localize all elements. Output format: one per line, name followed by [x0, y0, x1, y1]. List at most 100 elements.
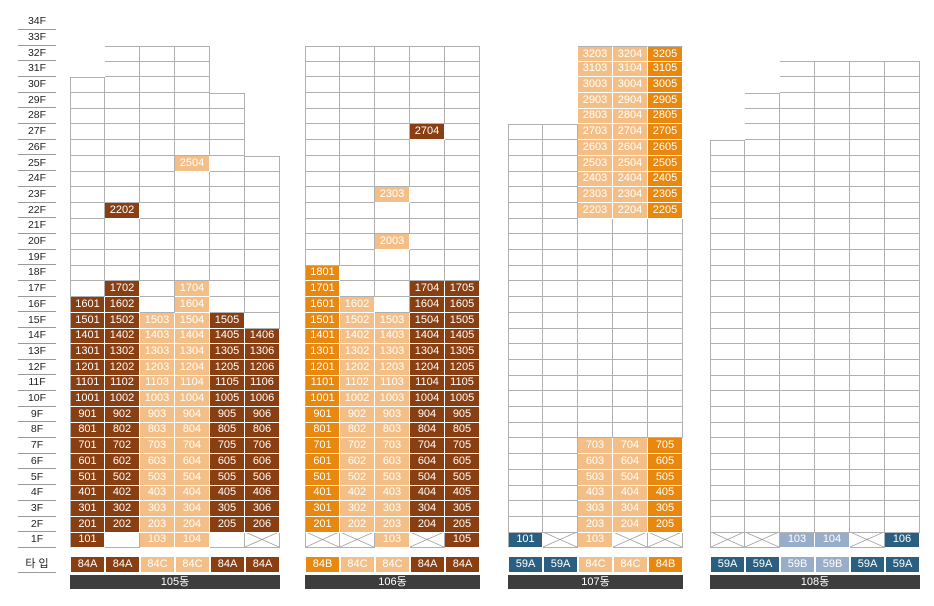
unit-cell[interactable]: 304 — [410, 500, 445, 517]
unit-cell[interactable]: 202 — [105, 516, 140, 533]
unit-cell[interactable]: 1305 — [445, 343, 480, 360]
unit-cell[interactable]: 801 — [70, 422, 105, 439]
unit-cell[interactable]: 1302 — [105, 343, 140, 360]
unit-cell[interactable]: 202 — [340, 516, 375, 533]
unit-cell[interactable]: 1101 — [305, 375, 340, 392]
unit-cell[interactable]: 2504 — [175, 155, 210, 172]
unit-cell[interactable]: 2303 — [578, 186, 613, 203]
unit-cell[interactable]: 301 — [305, 500, 340, 517]
unit-cell[interactable]: 1505 — [210, 312, 245, 329]
unit-cell[interactable]: 105 — [445, 532, 480, 549]
unit-cell[interactable]: 204 — [175, 516, 210, 533]
unit-cell[interactable]: 1401 — [70, 328, 105, 345]
unit-cell[interactable]: 303 — [578, 500, 613, 517]
unit-cell[interactable]: 2204 — [613, 202, 648, 219]
unit-cell[interactable]: 304 — [175, 500, 210, 517]
unit-cell[interactable]: 301 — [70, 500, 105, 517]
unit-cell[interactable]: 1305 — [210, 343, 245, 360]
unit-cell[interactable]: 903 — [140, 406, 175, 423]
unit-cell[interactable]: 704 — [410, 438, 445, 455]
unit-cell[interactable]: 405 — [648, 485, 683, 502]
unit-cell[interactable]: 1301 — [70, 343, 105, 360]
unit-cell[interactable]: 405 — [210, 485, 245, 502]
unit-cell[interactable]: 905 — [445, 406, 480, 423]
unit-cell[interactable]: 1302 — [340, 343, 375, 360]
unit-cell[interactable]: 2904 — [613, 92, 648, 109]
unit-cell[interactable]: 404 — [613, 485, 648, 502]
unit-cell[interactable]: 702 — [105, 438, 140, 455]
unit-cell[interactable]: 901 — [305, 406, 340, 423]
unit-cell[interactable]: 1701 — [305, 281, 340, 298]
unit-cell[interactable]: 1705 — [445, 281, 480, 298]
unit-cell[interactable]: 2504 — [613, 155, 648, 172]
unit-cell[interactable]: 1202 — [340, 359, 375, 376]
unit-cell[interactable]: 2603 — [578, 139, 613, 156]
unit-cell[interactable]: 404 — [175, 485, 210, 502]
unit-cell[interactable]: 1304 — [410, 343, 445, 360]
unit-cell[interactable]: 205 — [648, 516, 683, 533]
unit-cell[interactable]: 1004 — [175, 391, 210, 407]
unit-cell[interactable]: 906 — [245, 406, 280, 423]
unit-cell[interactable]: 703 — [140, 438, 175, 455]
unit-cell[interactable]: 2704 — [613, 124, 648, 141]
unit-cell[interactable]: 306 — [245, 500, 280, 517]
unit-cell[interactable]: 703 — [375, 438, 410, 455]
unit-cell[interactable]: 601 — [70, 453, 105, 470]
unit-cell[interactable]: 1704 — [410, 281, 445, 298]
unit-cell[interactable]: 1605 — [445, 296, 480, 313]
unit-cell[interactable]: 604 — [613, 453, 648, 470]
unit-cell[interactable]: 2604 — [613, 139, 648, 156]
unit-cell[interactable]: 601 — [305, 453, 340, 470]
unit-cell[interactable]: 1702 — [105, 281, 140, 298]
unit-cell[interactable]: 1502 — [105, 312, 140, 329]
unit-cell[interactable]: 403 — [375, 485, 410, 502]
unit-cell[interactable]: 604 — [175, 453, 210, 470]
unit-cell[interactable]: 1201 — [70, 359, 105, 376]
unit-cell[interactable]: 1303 — [140, 343, 175, 360]
unit-cell[interactable]: 805 — [210, 422, 245, 439]
unit-cell[interactable]: 201 — [70, 516, 105, 533]
unit-cell[interactable]: 2205 — [648, 202, 683, 219]
unit-cell[interactable]: 103 — [375, 532, 410, 549]
unit-cell[interactable]: 1202 — [105, 359, 140, 376]
unit-cell[interactable]: 502 — [105, 469, 140, 486]
unit-cell[interactable]: 605 — [445, 453, 480, 470]
unit-cell[interactable]: 504 — [410, 469, 445, 486]
unit-cell[interactable]: 1402 — [340, 328, 375, 345]
unit-cell[interactable]: 905 — [210, 406, 245, 423]
unit-cell[interactable]: 305 — [210, 500, 245, 517]
unit-cell[interactable]: 603 — [578, 453, 613, 470]
unit-cell[interactable]: 802 — [340, 422, 375, 439]
unit-cell[interactable]: 3205 — [648, 45, 683, 62]
unit-cell[interactable]: 101 — [508, 532, 543, 549]
unit-cell[interactable]: 602 — [105, 453, 140, 470]
unit-cell[interactable]: 2605 — [648, 139, 683, 156]
unit-cell[interactable]: 1501 — [70, 312, 105, 329]
unit-cell[interactable]: 705 — [648, 438, 683, 455]
unit-cell[interactable]: 702 — [340, 438, 375, 455]
unit-cell[interactable]: 503 — [140, 469, 175, 486]
unit-cell[interactable]: 2705 — [648, 124, 683, 141]
unit-cell[interactable]: 1001 — [305, 391, 340, 407]
unit-cell[interactable]: 1401 — [305, 328, 340, 345]
unit-cell[interactable]: 1006 — [245, 391, 280, 407]
unit-cell[interactable]: 806 — [245, 422, 280, 439]
unit-cell[interactable]: 305 — [445, 500, 480, 517]
unit-cell[interactable]: 1604 — [175, 296, 210, 313]
unit-cell[interactable]: 204 — [410, 516, 445, 533]
unit-cell[interactable]: 2304 — [613, 186, 648, 203]
unit-cell[interactable]: 104 — [175, 532, 210, 549]
unit-cell[interactable]: 506 — [245, 469, 280, 486]
unit-cell[interactable]: 1104 — [410, 375, 445, 392]
unit-cell[interactable]: 504 — [175, 469, 210, 486]
unit-cell[interactable]: 201 — [305, 516, 340, 533]
unit-cell[interactable]: 1301 — [305, 343, 340, 360]
unit-cell[interactable]: 1503 — [375, 312, 410, 329]
unit-cell[interactable]: 1002 — [105, 391, 140, 407]
unit-cell[interactable]: 303 — [140, 500, 175, 517]
unit-cell[interactable]: 1601 — [305, 296, 340, 313]
unit-cell[interactable]: 1502 — [340, 312, 375, 329]
unit-cell[interactable]: 404 — [410, 485, 445, 502]
unit-cell[interactable]: 203 — [578, 516, 613, 533]
unit-cell[interactable]: 402 — [340, 485, 375, 502]
